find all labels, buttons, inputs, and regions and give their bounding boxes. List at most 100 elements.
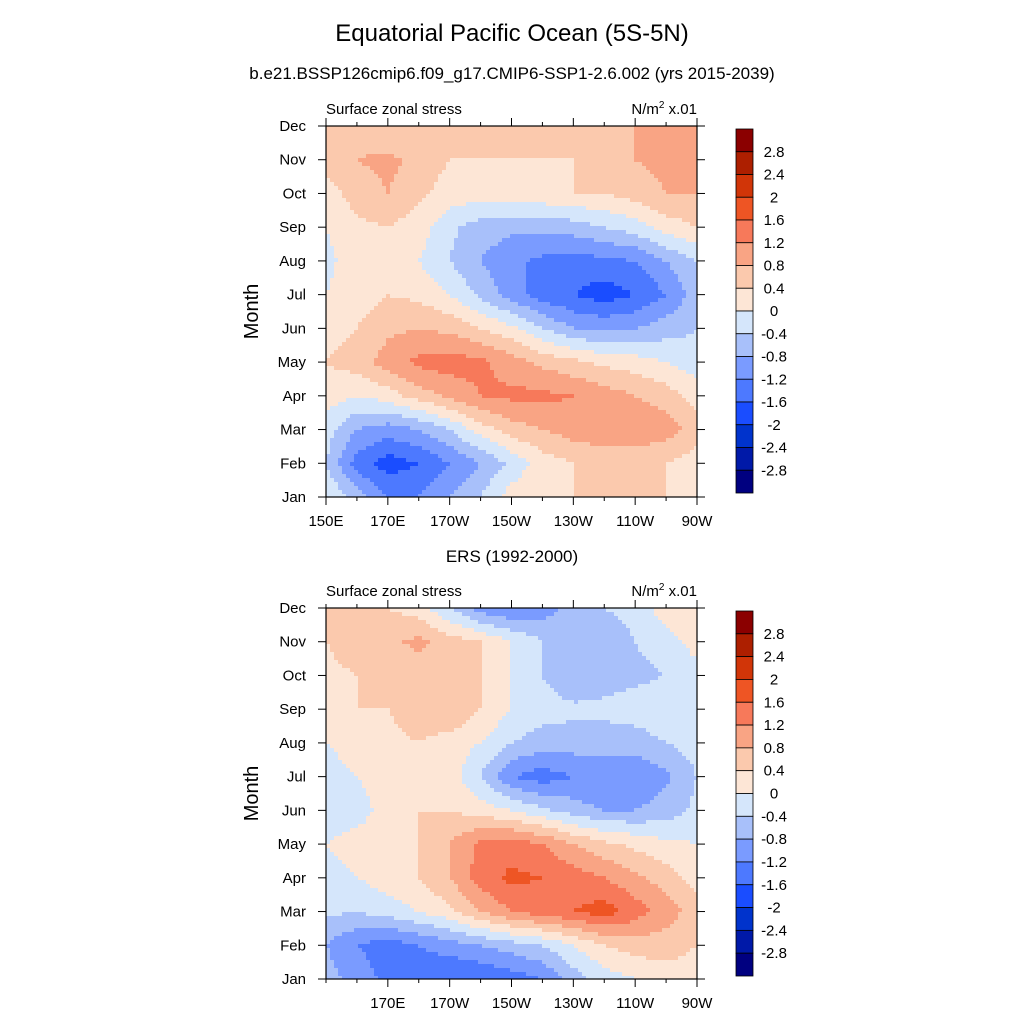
field-cell <box>366 186 371 191</box>
field-cell <box>450 182 455 187</box>
field-cell <box>530 290 535 295</box>
field-cell <box>654 142 659 147</box>
field-cell <box>494 254 499 259</box>
field-cell <box>626 142 631 147</box>
field-cell <box>638 294 643 299</box>
field-cell <box>662 194 667 199</box>
field-cell <box>614 222 619 227</box>
field-cell <box>478 330 483 335</box>
field-cell <box>462 254 467 259</box>
field-cell <box>518 266 523 271</box>
field-cell <box>542 270 547 275</box>
field-cell <box>338 286 343 291</box>
field-cell <box>514 242 519 247</box>
field-cell <box>554 194 559 199</box>
field-cell <box>658 302 663 307</box>
field-cell <box>450 186 455 191</box>
field-cell <box>434 318 439 323</box>
field-cell <box>642 174 647 179</box>
field-cell <box>354 222 359 227</box>
field-cell <box>406 134 411 139</box>
field-cell <box>434 186 439 191</box>
field-cell <box>482 138 487 143</box>
field-cell <box>666 162 671 167</box>
field-cell <box>598 126 603 131</box>
field-cell <box>622 222 627 227</box>
field-cell <box>466 222 471 227</box>
field-cell <box>582 126 587 131</box>
field-cell <box>406 198 411 203</box>
field-cell <box>502 298 507 303</box>
field-cell <box>474 258 479 263</box>
field-cell <box>694 314 698 319</box>
field-cell <box>570 278 575 283</box>
field-cell <box>578 266 583 271</box>
field-cell <box>538 166 543 171</box>
field-cell <box>490 210 495 215</box>
field-cell <box>338 218 343 223</box>
field-cell <box>634 166 639 171</box>
field-cell <box>390 334 395 339</box>
field-cell <box>342 266 347 271</box>
field-cell <box>466 290 471 295</box>
field-cell <box>510 230 515 235</box>
field-cell <box>494 238 499 243</box>
field-cell <box>618 226 623 231</box>
field-cell <box>414 210 419 215</box>
field-cell <box>598 274 603 279</box>
field-cell <box>638 202 643 207</box>
field-cell <box>646 270 651 275</box>
field-cell <box>570 210 575 215</box>
field-cell <box>670 138 675 143</box>
field-cell <box>630 322 635 327</box>
field-cell <box>510 214 515 219</box>
field-cell <box>674 182 679 187</box>
field-cell <box>646 158 651 163</box>
field-cell <box>626 174 631 179</box>
field-cell <box>534 178 539 183</box>
field-cell <box>342 230 347 235</box>
field-cell <box>682 186 687 191</box>
field-cell <box>450 290 455 295</box>
field-cell <box>686 282 691 287</box>
field-cell <box>558 282 563 287</box>
field-cell <box>690 202 695 207</box>
field-cell <box>486 286 491 291</box>
field-cell <box>534 214 539 219</box>
field-cell <box>466 318 471 323</box>
field-cell <box>458 314 463 319</box>
field-cell <box>542 258 547 263</box>
field-cell <box>542 326 547 331</box>
field-cell <box>610 170 615 175</box>
field-cell <box>694 258 698 263</box>
field-cell <box>694 318 698 323</box>
field-cell <box>358 314 363 319</box>
field-cell <box>362 234 367 239</box>
field-cell <box>554 302 559 307</box>
field-cell <box>662 158 667 163</box>
field-cell <box>514 334 519 339</box>
field-cell <box>410 178 415 183</box>
field-cell <box>378 314 383 319</box>
field-cell <box>514 266 519 271</box>
field-cell <box>454 194 459 199</box>
field-cell <box>458 310 463 315</box>
field-cell <box>550 178 555 183</box>
field-cell <box>562 138 567 143</box>
field-cell <box>622 226 627 231</box>
field-cell <box>470 138 475 143</box>
field-cell <box>490 234 495 239</box>
field-cell <box>342 182 347 187</box>
field-cell <box>506 218 511 223</box>
field-cell <box>402 322 407 327</box>
field-cell <box>582 258 587 263</box>
field-cell <box>646 318 651 323</box>
field-cell <box>674 282 679 287</box>
field-cell <box>430 134 435 139</box>
field-cell <box>326 190 331 195</box>
field-cell <box>342 334 347 339</box>
field-cell <box>602 294 607 299</box>
field-cell <box>390 206 395 211</box>
field-cell <box>598 314 603 319</box>
field-cell <box>550 282 555 287</box>
